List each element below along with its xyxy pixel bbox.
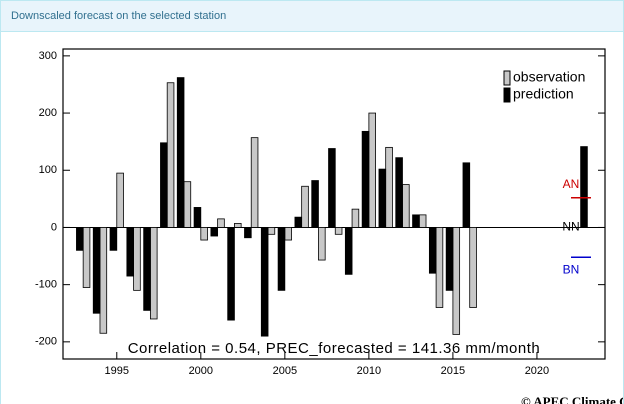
credit: © APEC Climate Center — [521, 394, 623, 404]
y-tick-label: 300 — [39, 50, 57, 62]
bar — [193, 207, 202, 228]
x-tick-label: 2020 — [525, 365, 549, 377]
legend-swatch — [503, 87, 511, 103]
bar — [318, 227, 326, 261]
plot-frame — [62, 48, 606, 360]
bar — [267, 227, 276, 235]
bar — [435, 227, 444, 308]
bar — [284, 227, 292, 241]
bar — [176, 77, 185, 228]
bar — [244, 227, 252, 239]
bar — [116, 172, 124, 228]
bar — [402, 184, 410, 228]
annotation: Correlation = 0.54, PREC_forecasted = 14… — [128, 340, 541, 357]
bar — [217, 218, 225, 228]
bar — [126, 227, 134, 277]
bar — [200, 227, 208, 241]
bar — [109, 227, 118, 251]
bar — [344, 227, 353, 275]
y-tick-label: 200 — [39, 107, 57, 119]
y-tick-label: 100 — [39, 164, 57, 176]
bar — [445, 227, 454, 291]
bar — [452, 227, 461, 335]
bar — [469, 227, 477, 308]
bar — [294, 216, 303, 228]
x-tick-label: 1995 — [105, 365, 129, 377]
bar — [260, 227, 269, 337]
panel-title: Downscaled forecast on the selected stat… — [1, 1, 623, 32]
bar — [311, 180, 319, 228]
bar — [133, 227, 141, 291]
x-tick-label: 2015 — [441, 365, 465, 377]
bar — [210, 227, 219, 237]
threshold-label: BN — [563, 262, 580, 276]
legend-label: observation — [513, 69, 585, 85]
x-tick-label: 2000 — [189, 365, 213, 377]
bar — [82, 227, 91, 288]
bar — [227, 227, 235, 321]
bar — [334, 227, 343, 235]
bar — [428, 227, 437, 274]
threshold-label: AN — [563, 177, 580, 191]
bar — [361, 130, 370, 228]
bar — [183, 181, 192, 228]
bar — [462, 162, 471, 228]
bar — [328, 148, 336, 228]
bar — [234, 223, 242, 228]
bar — [166, 82, 175, 228]
threshold-label: NN — [562, 220, 579, 234]
bar — [160, 142, 168, 228]
bar — [143, 227, 151, 311]
bar — [92, 227, 101, 314]
y-tick-label: -100 — [35, 279, 57, 291]
bar — [395, 157, 403, 228]
bar — [368, 112, 376, 228]
y-tick-label: 0 — [51, 221, 57, 233]
x-tick-label: 2005 — [273, 365, 297, 377]
bar — [149, 227, 158, 320]
bar — [76, 227, 84, 251]
bar — [418, 214, 427, 228]
x-tick-label: 2010 — [357, 365, 381, 377]
bar — [250, 137, 259, 228]
legend-swatch — [503, 70, 511, 86]
bar — [580, 146, 588, 228]
bar — [351, 208, 360, 228]
bar — [385, 146, 393, 228]
bar — [99, 227, 108, 334]
bar — [277, 227, 286, 291]
y-tick-label: -200 — [35, 336, 57, 348]
bar — [412, 214, 420, 228]
bar — [378, 168, 387, 228]
legend-label: prediction — [513, 86, 574, 102]
bar — [301, 185, 309, 228]
